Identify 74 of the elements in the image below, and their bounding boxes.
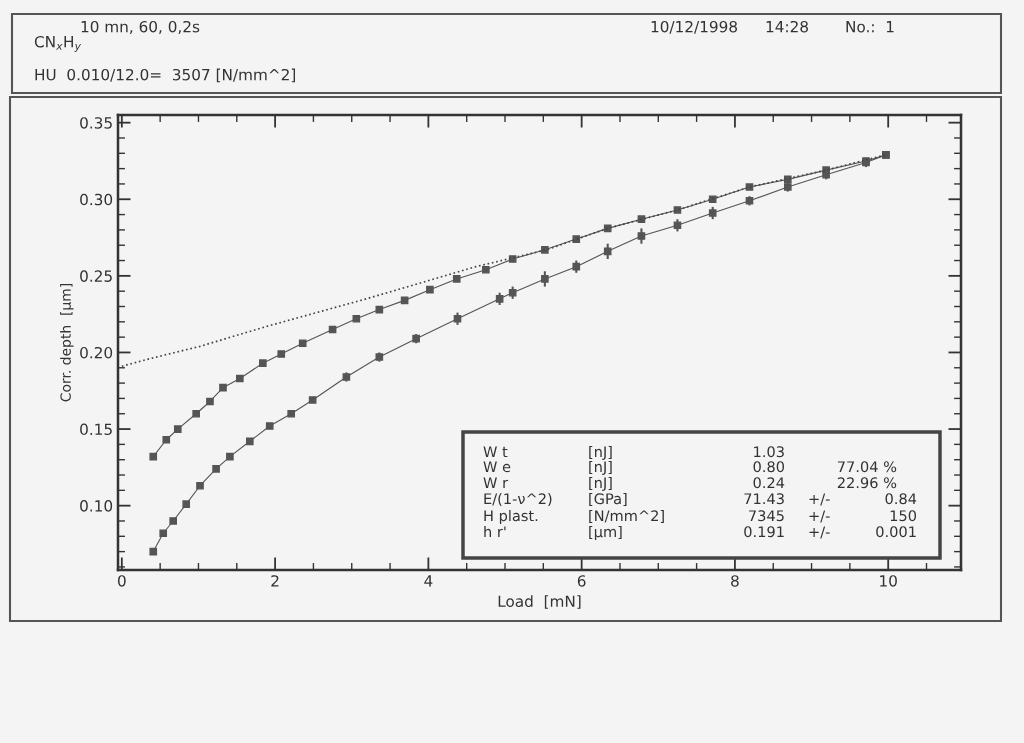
- annotation: E/(1-ν^2): [484, 492, 552, 506]
- point: [149, 547, 158, 556]
- annotation: +/-: [809, 493, 830, 506]
- point: [169, 517, 177, 525]
- point: [482, 265, 490, 274]
- annotation: [nJ]: [589, 460, 612, 475]
- point: [196, 481, 204, 490]
- annotation: W r: [483, 477, 509, 489]
- annotation: 22.96 %: [837, 477, 897, 489]
- point: [708, 195, 717, 204]
- annotation: 0.001: [876, 526, 916, 538]
- point: [226, 452, 234, 461]
- point: [245, 437, 254, 446]
- y-tick-label: 0.20: [80, 346, 113, 359]
- annotation: H plast.: [484, 509, 538, 525]
- point: [149, 452, 158, 461]
- annotation: 150: [890, 510, 917, 522]
- y-tick-label: 0.15: [80, 423, 112, 436]
- text: 10 mn, 60, 0,2s: [81, 20, 200, 34]
- annotation: +/-: [809, 526, 830, 539]
- annotation: W e: [483, 461, 511, 473]
- point: [298, 339, 307, 348]
- point: [192, 409, 200, 418]
- text: CN$_{x}$H$_{y}$: [34, 35, 82, 52]
- point: [212, 465, 220, 473]
- point: [287, 409, 296, 418]
- point: [426, 285, 434, 294]
- point: [452, 275, 461, 283]
- annotation: 71.43: [744, 493, 784, 505]
- point: [352, 314, 361, 323]
- annotation: [N/mm^2]: [589, 509, 664, 523]
- annotation: [GPa]: [589, 492, 627, 506]
- y-tick-label: 0.25: [80, 270, 112, 282]
- point: [162, 435, 171, 444]
- x-axis-title: Load [mN]: [498, 595, 581, 609]
- annotation: 0.84: [885, 493, 917, 505]
- annotation: [µm]: [589, 525, 622, 541]
- annotation: 0.191: [744, 526, 784, 538]
- point: [206, 397, 214, 406]
- point: [259, 359, 267, 368]
- point: [541, 245, 549, 254]
- point: [159, 529, 168, 538]
- x-tick-label: 8: [731, 575, 739, 587]
- point: [277, 350, 286, 358]
- text: HU 0.010/12.0= 3507 [N/mm^2]: [35, 68, 296, 83]
- point: [508, 255, 517, 263]
- annotation: [nJ]: [589, 476, 612, 491]
- point: [182, 500, 191, 508]
- y-tick-label: 0.30: [80, 193, 113, 206]
- annotation: 0.24: [753, 477, 785, 489]
- annotation: [nJ]: [589, 445, 612, 460]
- point: [265, 422, 274, 430]
- annotation: +/-: [809, 510, 830, 523]
- text: No.: 1: [846, 21, 894, 33]
- text: 14:28: [766, 20, 808, 33]
- annotation: 0.80: [753, 461, 785, 473]
- text: 10/12/1998: [651, 20, 738, 34]
- annotation: h r': [484, 525, 506, 538]
- annotation: 77.04 %: [837, 461, 897, 473]
- x-tick-label: 2: [271, 575, 279, 587]
- x-tick-label: 4: [424, 575, 433, 587]
- point: [219, 383, 227, 392]
- annotation: 1.03: [754, 446, 784, 458]
- point: [236, 374, 244, 383]
- y-tick-label: 0.35: [80, 117, 112, 129]
- annotation: 7345: [749, 510, 784, 522]
- point: [308, 396, 317, 404]
- point: [173, 425, 182, 433]
- y-axis-title: Corr. depth [µm]: [60, 284, 74, 402]
- y-tick-label: 0.10: [80, 500, 113, 512]
- x-tick-label: 0: [117, 575, 126, 587]
- annotation: W t: [483, 446, 508, 458]
- x-tick-label: 10: [880, 575, 897, 587]
- x-tick-label: 6: [577, 575, 586, 587]
